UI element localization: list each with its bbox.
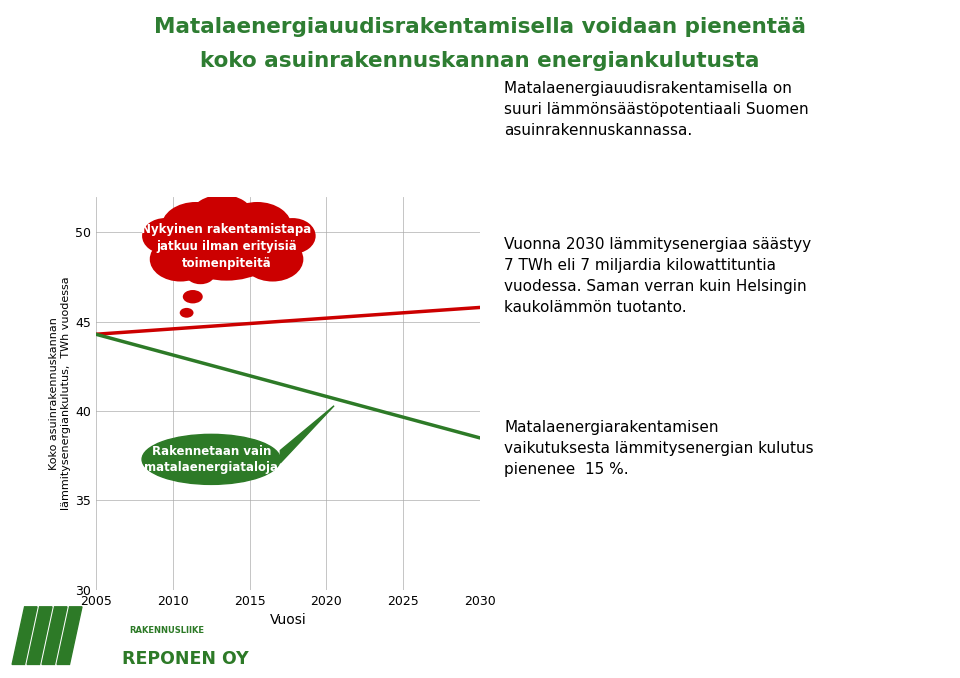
Text: Matalaenergiauudisrakentamisella voidaan pienentää: Matalaenergiauudisrakentamisella voidaan…: [154, 17, 806, 37]
Text: Vuonna 2030 lämmitysenergiaa säästyy
7 TWh eli 7 miljardia kilowattituntia
vuode: Vuonna 2030 lämmitysenergiaa säästyy 7 T…: [504, 237, 811, 315]
Polygon shape: [280, 405, 334, 463]
Text: Nykyinen rakentamistapa
jatkuu ilman erityisiä
toimenpiteitä: Nykyinen rakentamistapa jatkuu ilman eri…: [141, 223, 312, 270]
Text: koko asuinrakennuskannan energiankulutusta: koko asuinrakennuskannan energiankulutus…: [201, 51, 759, 71]
Ellipse shape: [142, 435, 280, 484]
Text: Matalaenergiarakentamisen
vaikutuksesta lämmitysenergian kulutus
pienenee  15 %.: Matalaenergiarakentamisen vaikutuksesta …: [504, 420, 814, 477]
X-axis label: Vuosi: Vuosi: [270, 614, 306, 627]
Ellipse shape: [186, 266, 214, 284]
Y-axis label: Koko asuinrakennuskannan
lämmitysenergiankulutus,  TWh vuodessa: Koko asuinrakennuskannan lämmitysenergia…: [49, 277, 71, 510]
Ellipse shape: [182, 290, 203, 304]
Text: Rakennetaan vain
matalaenergiataloja: Rakennetaan vain matalaenergiataloja: [144, 445, 278, 474]
Polygon shape: [57, 607, 82, 664]
Ellipse shape: [161, 202, 230, 252]
Ellipse shape: [180, 308, 194, 318]
Ellipse shape: [223, 202, 292, 252]
Text: RAKENNUSLIIKE: RAKENNUSLIIKE: [130, 626, 204, 635]
Ellipse shape: [173, 213, 280, 281]
Polygon shape: [42, 607, 67, 664]
Polygon shape: [12, 607, 37, 664]
Ellipse shape: [270, 218, 316, 254]
Text: REPONEN OY: REPONEN OY: [122, 650, 249, 668]
Ellipse shape: [242, 237, 303, 281]
Text: Matalaenergiauudisrakentamisella on
suuri lämmönsäästöpotentiaali Suomen
asuinra: Matalaenergiauudisrakentamisella on suur…: [504, 81, 808, 138]
Polygon shape: [27, 607, 52, 664]
Ellipse shape: [191, 195, 252, 234]
Ellipse shape: [150, 237, 211, 281]
Ellipse shape: [142, 218, 188, 254]
